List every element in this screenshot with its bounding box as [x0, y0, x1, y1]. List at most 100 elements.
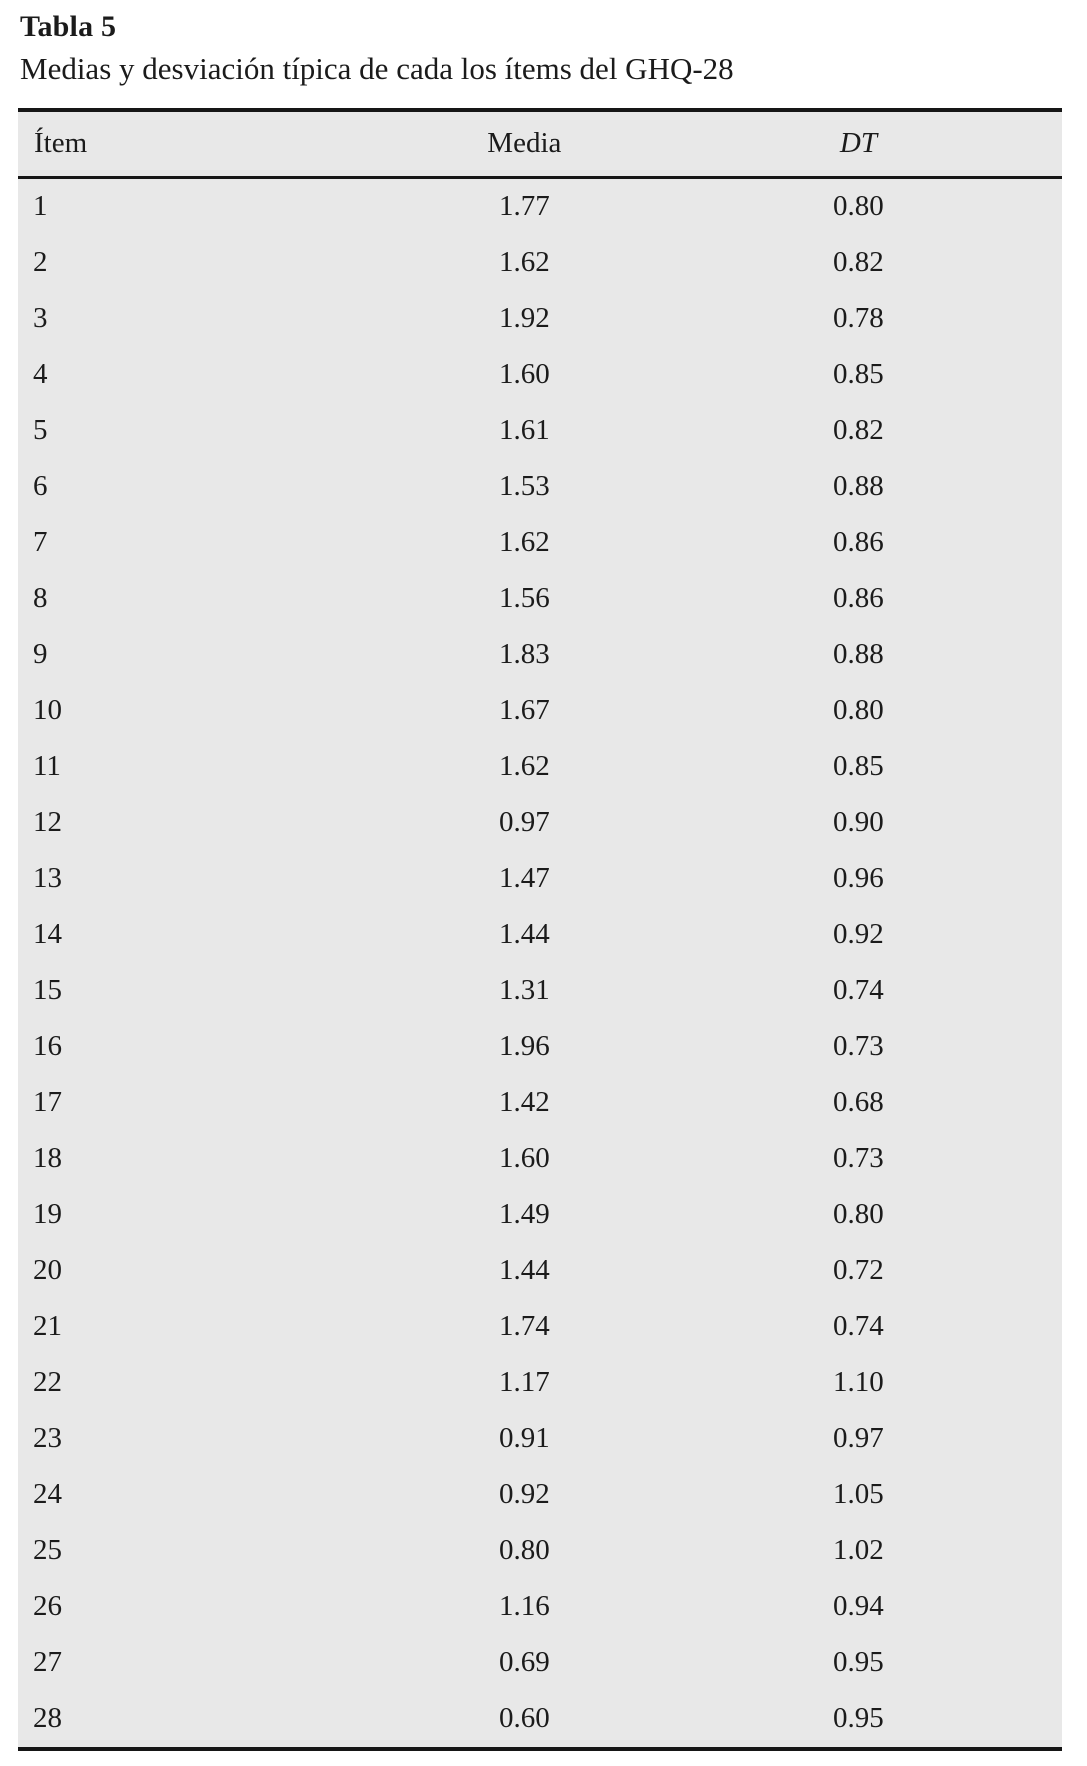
media-cell: 1.49 [498, 1198, 550, 1231]
dt-cell: 0.78 [833, 302, 884, 335]
dt-cell: 0.96 [833, 862, 884, 895]
media-cell: 1.61 [498, 414, 550, 447]
media-cell: 1.62 [498, 526, 550, 559]
table-header: Ítem Media DT [18, 109, 1062, 179]
table-row: 28 0.60 0.95 [18, 1691, 1062, 1749]
dt-cell: 0.88 [833, 638, 884, 671]
table-row: 19 1.49 0.80 [18, 1187, 1062, 1243]
dt-cell: 0.68 [833, 1086, 884, 1119]
dt-cell: 1.10 [833, 1366, 884, 1399]
column-header-item: Ítem [18, 109, 394, 179]
media-cell: 0.91 [498, 1422, 550, 1455]
item-cell: 8 [33, 582, 48, 615]
item-cell: 26 [33, 1590, 62, 1623]
media-cell: 1.74 [498, 1310, 550, 1343]
table-label: Tabla 5 [20, 10, 117, 43]
item-cell: 18 [33, 1142, 62, 1175]
item-cell: 27 [33, 1646, 62, 1679]
item-cell: 13 [33, 862, 62, 895]
dt-cell: 0.73 [833, 1030, 884, 1063]
media-cell: 1.17 [498, 1366, 550, 1399]
column-header-dt: DT [654, 109, 1062, 179]
dt-cell: 0.95 [833, 1646, 884, 1679]
dt-cell: 0.80 [833, 1198, 884, 1231]
item-cell: 17 [33, 1086, 62, 1119]
table-row: 5 1.61 0.82 [18, 403, 1062, 459]
item-cell: 25 [33, 1534, 62, 1567]
dt-cell: 0.80 [833, 190, 884, 223]
table-row: 2 1.62 0.82 [18, 235, 1062, 291]
media-cell: 1.53 [498, 470, 550, 503]
table-row: 23 0.91 0.97 [18, 1411, 1062, 1467]
dt-cell: 0.74 [833, 1310, 884, 1343]
media-cell: 1.62 [498, 750, 550, 783]
table-row: 18 1.60 0.73 [18, 1131, 1062, 1187]
table-row: 21 1.74 0.74 [18, 1299, 1062, 1355]
media-cell: 1.16 [498, 1590, 550, 1623]
table-row: 8 1.56 0.86 [18, 571, 1062, 627]
table-row: 4 1.60 0.85 [18, 347, 1062, 403]
dt-cell: 0.95 [833, 1702, 884, 1735]
item-cell: 28 [33, 1702, 62, 1735]
table-row: 24 0.92 1.05 [18, 1467, 1062, 1523]
media-cell: 0.60 [498, 1702, 550, 1735]
dt-cell: 0.85 [833, 750, 884, 783]
media-cell: 1.92 [498, 302, 550, 335]
header-row: Ítem Media DT [18, 109, 1062, 179]
column-header-media: Media [393, 109, 655, 179]
item-cell: 14 [33, 918, 62, 951]
table-row: 13 1.47 0.96 [18, 851, 1062, 907]
dt-cell: 0.82 [833, 246, 884, 279]
table-row: 12 0.97 0.90 [18, 795, 1062, 851]
dt-cell: 0.74 [833, 974, 884, 1007]
table-row: 10 1.67 0.80 [18, 683, 1062, 739]
dt-cell: 0.73 [833, 1142, 884, 1175]
dt-cell: 0.86 [833, 582, 884, 615]
item-cell: 1 [33, 190, 48, 223]
item-cell: 12 [33, 806, 62, 839]
media-cell: 1.60 [498, 1142, 550, 1175]
table-row: 17 1.42 0.68 [18, 1075, 1062, 1131]
media-cell: 1.56 [498, 582, 550, 615]
item-cell: 21 [33, 1310, 62, 1343]
item-cell: 23 [33, 1422, 62, 1455]
dt-cell: 1.02 [833, 1534, 884, 1567]
dt-cell: 0.88 [833, 470, 884, 503]
dt-cell: 0.92 [833, 918, 884, 951]
dt-cell: 0.94 [833, 1590, 884, 1623]
item-cell: 5 [33, 414, 48, 447]
table-row: 7 1.62 0.86 [18, 515, 1062, 571]
statistics-table: Ítem Media DT 1 1.77 0.80 2 1.62 0.82 3 1.92 0.7… [18, 107, 1062, 1751]
dt-cell: 0.72 [833, 1254, 884, 1287]
table-row: 26 1.16 0.94 [18, 1579, 1062, 1635]
item-cell: 9 [33, 638, 48, 671]
table-row: 3 1.92 0.78 [18, 291, 1062, 347]
item-cell: 10 [33, 694, 62, 727]
dt-cell: 0.86 [833, 526, 884, 559]
item-cell: 16 [33, 1030, 62, 1063]
item-cell: 11 [33, 750, 61, 783]
item-cell: 22 [33, 1366, 62, 1399]
table-row: 27 0.69 0.95 [18, 1635, 1062, 1691]
table-caption-block: Tabla 5 Medias y desviación típica de ca… [0, 0, 1087, 87]
dt-cell: 0.82 [833, 414, 884, 447]
table-row: 15 1.31 0.74 [18, 963, 1062, 1019]
table-row: 16 1.96 0.73 [18, 1019, 1062, 1075]
item-cell: 6 [33, 470, 48, 503]
table-row: 6 1.53 0.88 [18, 459, 1062, 515]
media-cell: 1.67 [498, 694, 550, 727]
dt-cell: 1.05 [833, 1478, 884, 1511]
media-cell: 1.47 [498, 862, 550, 895]
dt-cell: 0.97 [833, 1422, 884, 1455]
item-cell: 2 [33, 246, 48, 279]
table-row: 14 1.44 0.92 [18, 907, 1062, 963]
media-cell: 1.96 [498, 1030, 550, 1063]
item-cell: 15 [33, 974, 62, 1007]
media-cell: 1.31 [498, 974, 550, 1007]
dt-cell: 0.90 [833, 806, 884, 839]
media-cell: 1.44 [498, 918, 550, 951]
table-row: 9 1.83 0.88 [18, 627, 1062, 683]
media-cell: 1.77 [498, 190, 550, 223]
item-cell: 20 [33, 1254, 62, 1287]
